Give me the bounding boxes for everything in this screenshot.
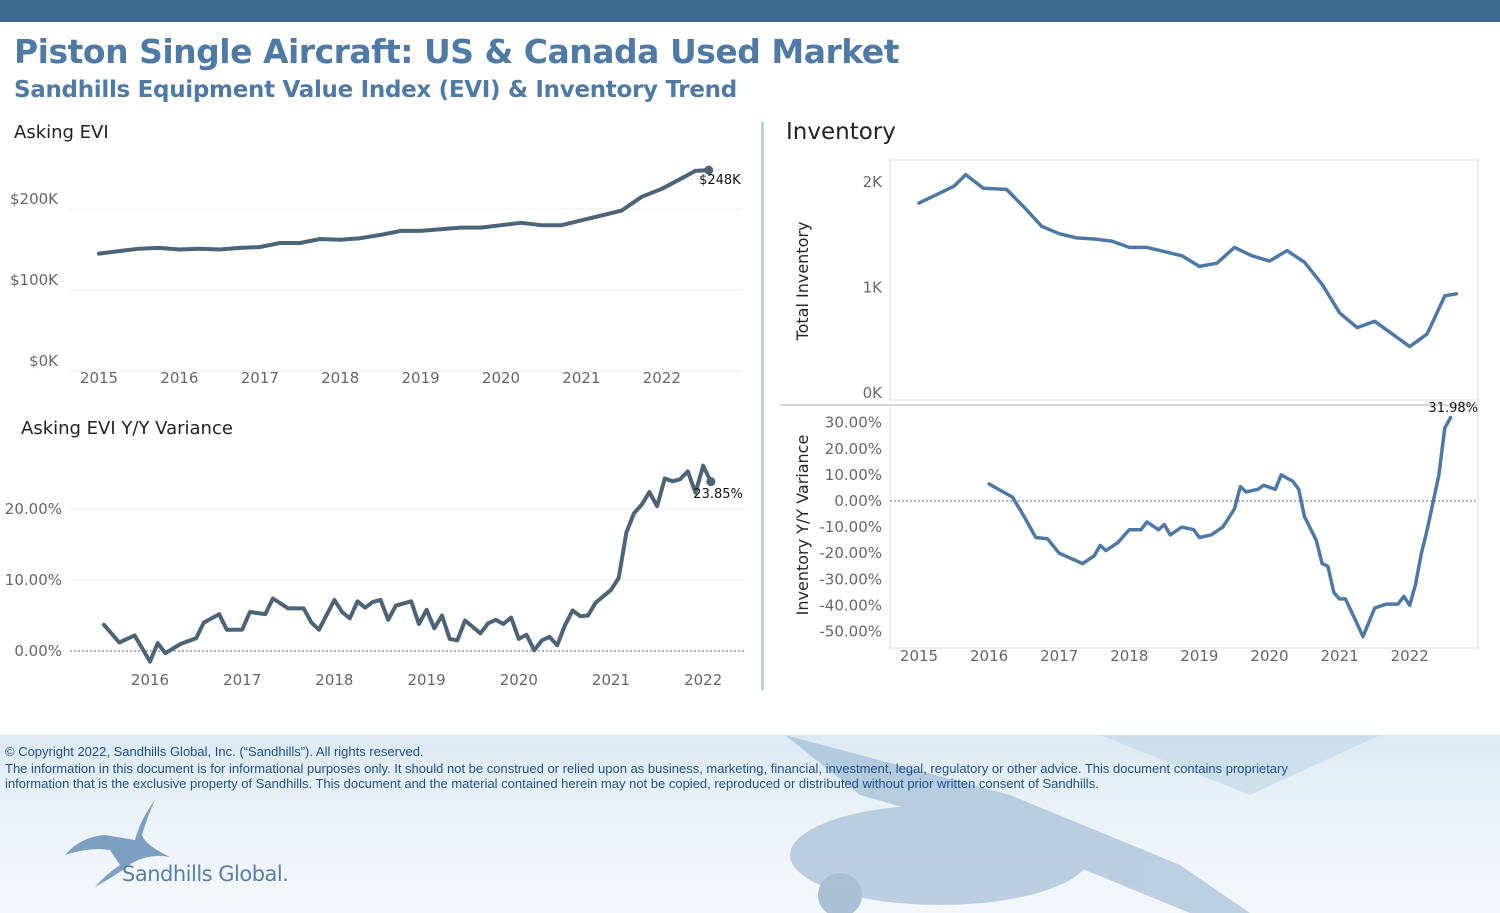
series-line — [987, 415, 1453, 639]
y-tick-label: $100K — [10, 271, 59, 289]
airplane-background-image — [785, 735, 1380, 913]
x-tick-label: 2016 — [970, 647, 1008, 665]
y-axis-title-total-inventory: Total Inventory — [793, 222, 812, 342]
y-tick-label: 20.00% — [825, 440, 882, 458]
x-tick-label: 2018 — [1110, 647, 1148, 665]
x-tick-label: 2020 — [1250, 647, 1288, 665]
y-tick-label: 0.00% — [834, 492, 882, 510]
y-tick-label: -20.00% — [819, 544, 882, 562]
x-tick-label: 2020 — [500, 671, 538, 689]
y-tick-label: -50.00% — [819, 623, 882, 641]
x-tick-label: 2018 — [321, 369, 359, 387]
y-tick-label: $200K — [10, 190, 59, 208]
x-tick-label: 2016 — [131, 671, 169, 689]
disclaimer-line-1: The information in this document is for … — [5, 761, 1288, 776]
x-tick-label: 2022 — [1391, 647, 1429, 665]
end-value-label: 23.85% — [693, 487, 743, 502]
plot-frame — [889, 159, 1479, 401]
page-subtitle: Sandhills Equipment Value Index (EVI) & … — [14, 77, 737, 103]
y-tick-label: $0K — [29, 352, 59, 370]
y-tick-label: 10.00% — [825, 466, 882, 484]
x-tick-label: 2019 — [408, 671, 446, 689]
x-tick-label: 2017 — [1040, 647, 1078, 665]
crane-logo-icon — [65, 800, 170, 887]
y-tick-label: 20.00% — [5, 500, 62, 518]
x-tick-label: 2019 — [402, 369, 440, 387]
x-tick-label: 2015 — [900, 647, 938, 665]
y-tick-label: -10.00% — [819, 518, 882, 536]
panel-divider — [761, 122, 764, 690]
sandhills-logo-text: Sandhills Global. — [122, 862, 289, 886]
x-tick-label: 2021 — [1321, 647, 1359, 665]
y-tick-label: -40.00% — [819, 596, 882, 614]
x-tick-label: 2017 — [241, 369, 279, 387]
y-tick-label: 10.00% — [5, 571, 62, 589]
x-tick-label: 2021 — [592, 671, 630, 689]
chart-title-inventory: Inventory — [786, 119, 896, 145]
end-value-label: 31.98% — [1428, 401, 1478, 416]
x-tick-label: 2022 — [643, 369, 681, 387]
x-tick-label: 2020 — [482, 369, 520, 387]
y-tick-label: 0K — [863, 384, 884, 402]
inventory-yy-chart: 30.00% 20.00% 10.00% 0.00% -10.00% -20.00% -30… — [780, 401, 1479, 665]
series-line — [97, 168, 711, 256]
y-tick-label: 2K — [863, 173, 884, 191]
series-line — [101, 463, 713, 664]
y-tick-label: 1K — [863, 279, 884, 297]
data-point — [706, 477, 716, 487]
y-axis-title-inventory-yy: Inventory Y/Y Variance — [793, 435, 812, 616]
top-bar — [0, 0, 1500, 22]
x-tick-label: 2022 — [684, 671, 722, 689]
inventory-chart: 0K 1K 2K — [863, 159, 1479, 402]
end-value-label: $248K — [699, 173, 741, 188]
series-line — [917, 172, 1459, 349]
x-tick-label: 2015 — [80, 369, 118, 387]
x-tick-label: 2018 — [315, 671, 353, 689]
footer — [0, 735, 1500, 913]
copyright-text: © Copyright 2022, Sandhills Global, Inc.… — [5, 744, 424, 759]
disclaimer-line-2: information that is the exclusive proper… — [5, 776, 1099, 791]
data-point — [704, 165, 714, 175]
x-tick-label: 2016 — [160, 369, 198, 387]
evi-chart: $0K $100K $200K 2015 2016 2017 2018 2019 2020 202… — [10, 165, 742, 387]
x-tick-label: 2017 — [223, 671, 261, 689]
y-tick-label: 0.00% — [14, 642, 62, 660]
evi-yy-chart: 0.00% 10.00% 20.00% 2016 2017 2018 2019 2020 202… — [5, 463, 745, 689]
charts-canvas: $0K $100K $200K 2015 2016 2017 2018 2019 2020 202… — [5, 159, 1479, 689]
chart-title-evi-yy: Asking EVI Y/Y Variance — [21, 418, 233, 439]
page-title: Piston Single Aircraft: US & Canada Used… — [14, 32, 899, 71]
y-tick-label: 30.00% — [825, 414, 882, 432]
chart-title-evi: Asking EVI — [14, 122, 109, 143]
x-tick-label: 2019 — [1180, 647, 1218, 665]
x-tick-label: 2021 — [562, 369, 600, 387]
y-tick-label: -30.00% — [819, 570, 882, 588]
